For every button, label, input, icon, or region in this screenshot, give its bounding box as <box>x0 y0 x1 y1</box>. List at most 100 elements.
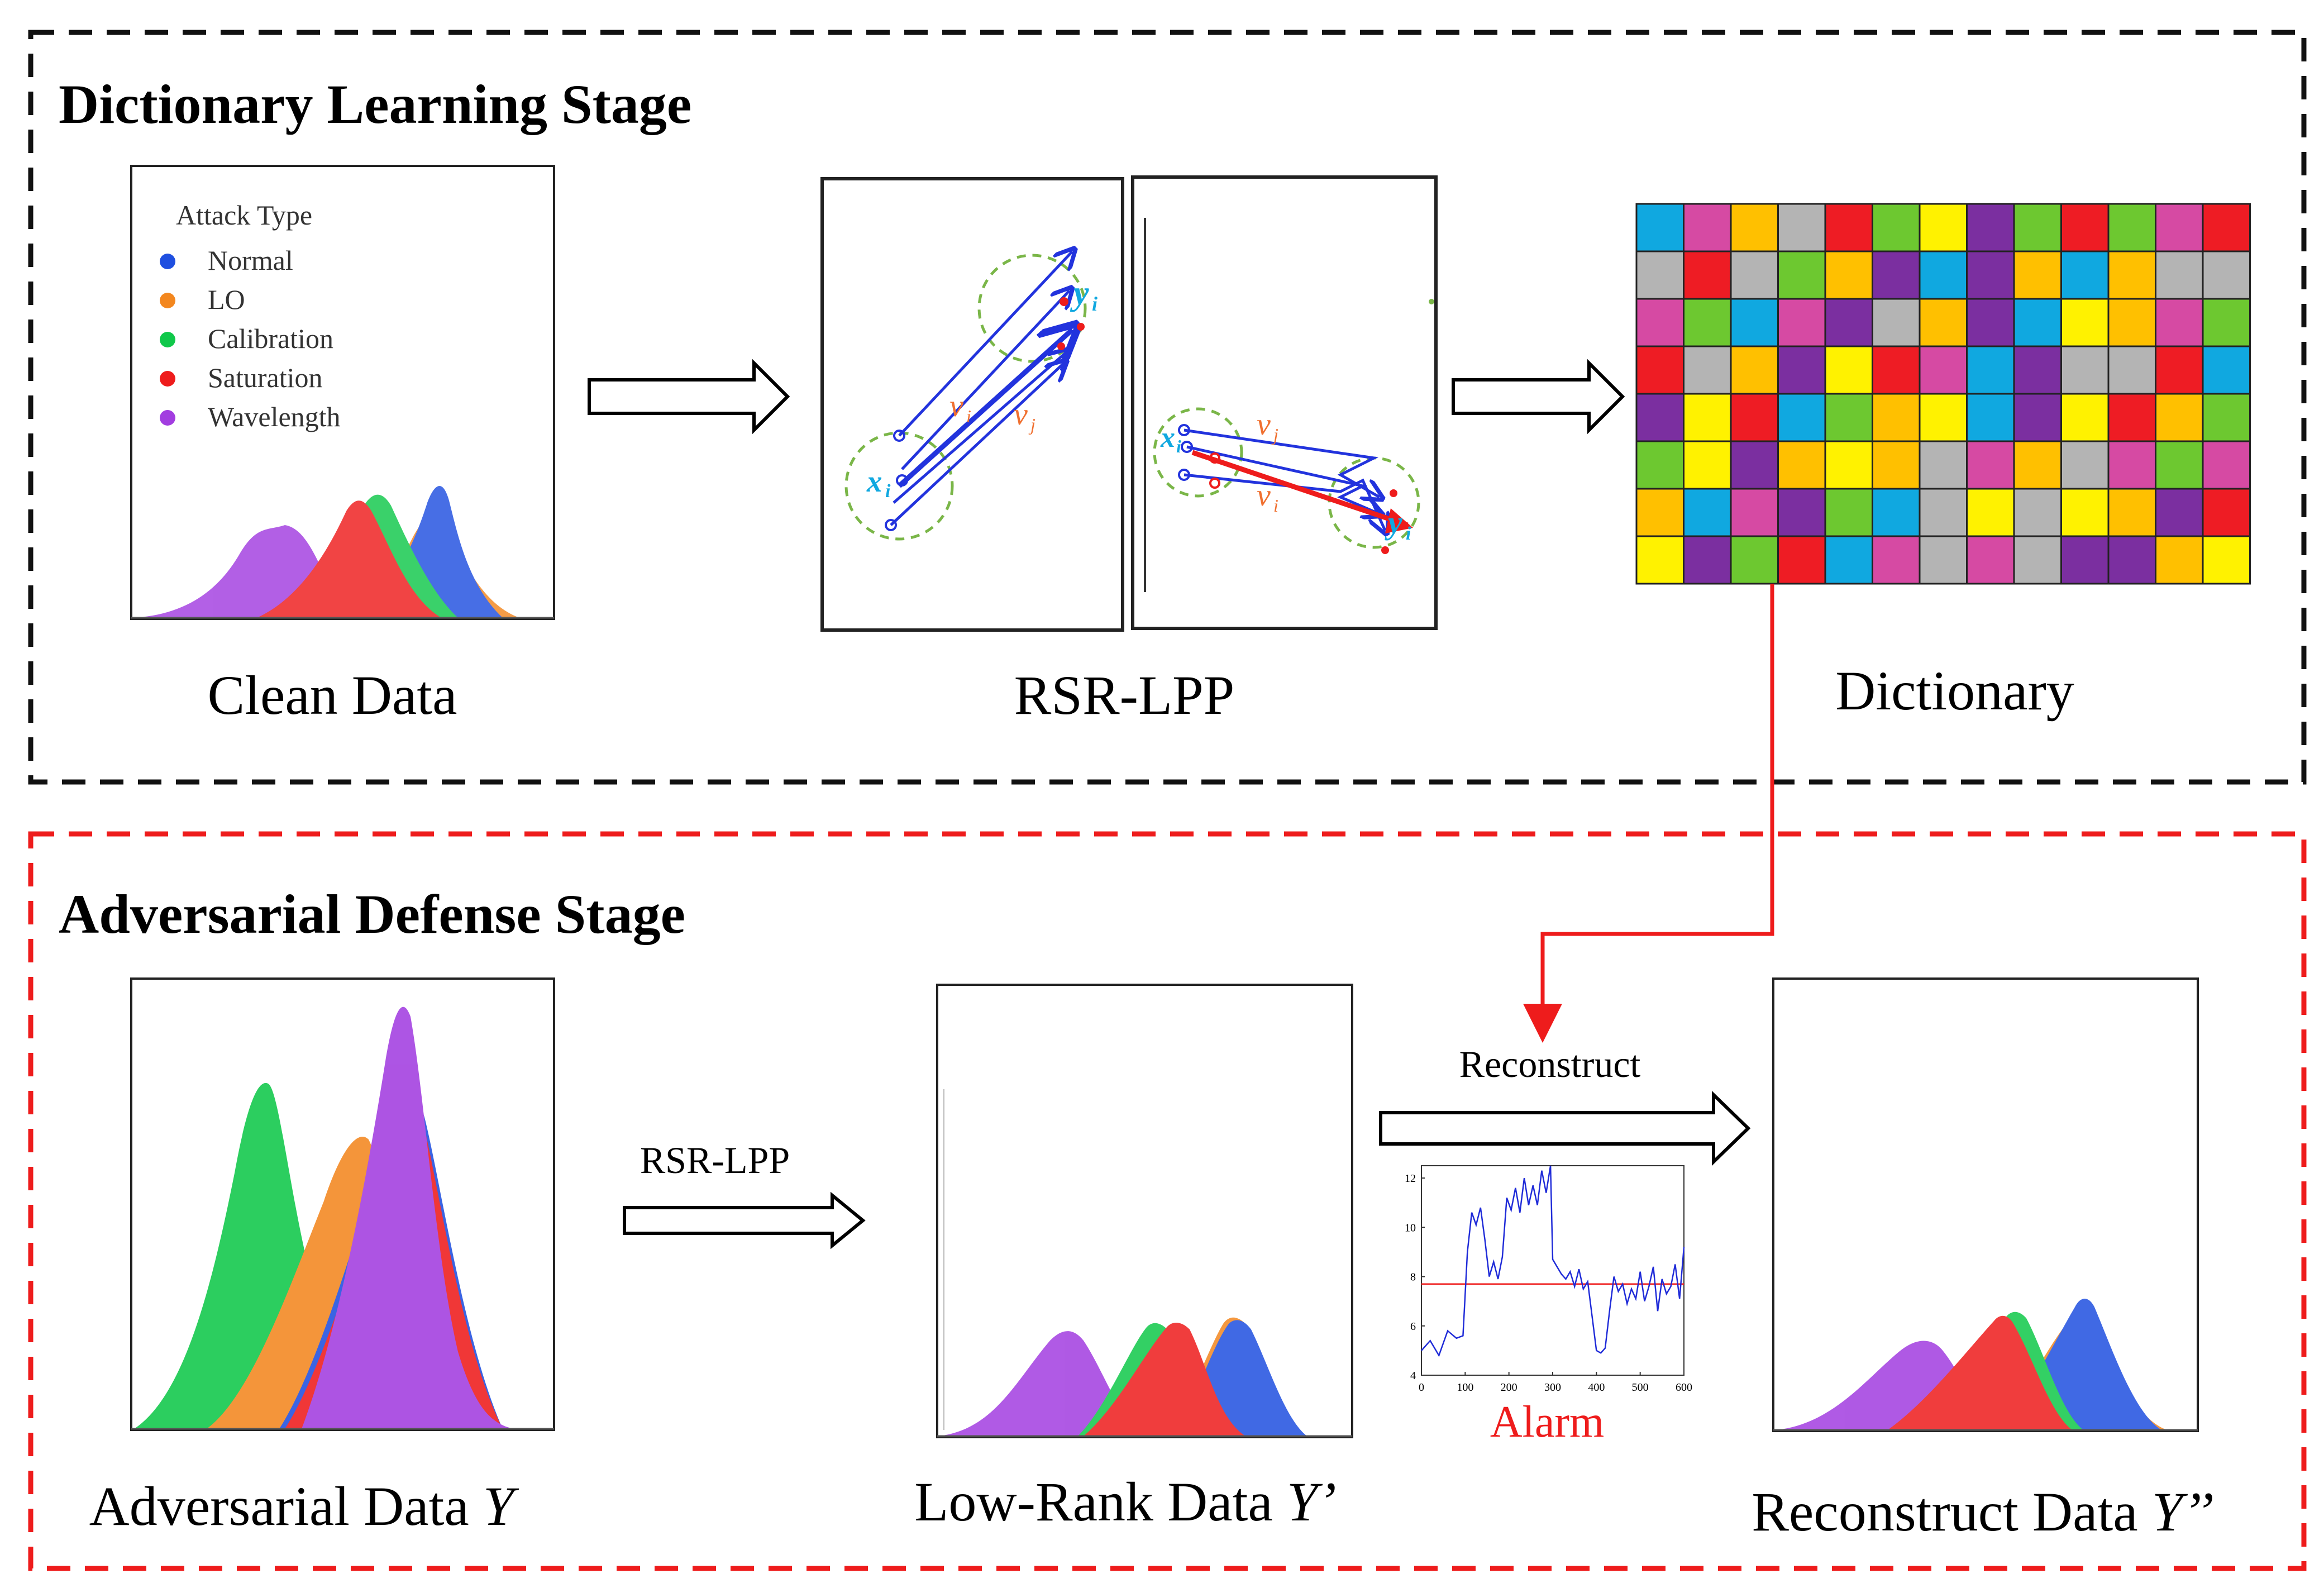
dictionary-cell <box>2107 440 2156 490</box>
legend-marker-calibration <box>160 332 175 347</box>
dictionary-cell <box>1730 393 1779 442</box>
dictionary-cell <box>1683 345 1732 395</box>
arrow-clean-to-rsr <box>588 359 790 435</box>
dictionary-learning-stage-frame <box>28 30 2307 785</box>
dictionary-cell <box>2155 488 2204 537</box>
alarm-x-tick: 100 <box>1457 1381 1473 1394</box>
dictionary-cell <box>1824 440 1873 490</box>
dictionary-cell <box>1824 488 1873 537</box>
alarm-y-tick: 6 <box>1410 1320 1416 1333</box>
alarm-y-tick: 4 <box>1410 1370 1416 1382</box>
legend-title: Attack Type <box>176 199 312 231</box>
dictionary-cell <box>2060 203 2110 252</box>
dictionary-cell <box>2107 488 2156 537</box>
svg-text:x: x <box>866 464 882 498</box>
dictionary-cell <box>1919 393 1968 442</box>
dictionary-cell <box>1730 250 1779 300</box>
dictionary-cell <box>1966 535 2015 585</box>
dictionary-cell <box>1872 250 1921 300</box>
dictionary-cell <box>1777 250 1826 300</box>
dictionary-cell <box>2202 203 2251 252</box>
dictionary-cell <box>2202 488 2251 537</box>
dictionary-cell <box>1966 488 2015 537</box>
dictionary-cell <box>1683 298 1732 347</box>
dictionary-cell <box>1919 250 1968 300</box>
dictionary-cell <box>1730 488 1779 537</box>
dictionary-cell <box>2155 203 2204 252</box>
dictionary-cell <box>1730 298 1779 347</box>
adversarial-defense-stage-title: Adversarial Defense Stage <box>59 883 685 945</box>
alarm-x-tick: 200 <box>1501 1381 1517 1394</box>
alarm-x-tick: 500 <box>1632 1381 1649 1394</box>
legend-marker-normal <box>160 254 175 269</box>
legend-label-normal: Normal <box>208 245 293 276</box>
svg-text:v: v <box>1014 397 1028 432</box>
dictionary-cell <box>1635 488 1684 537</box>
dictionary-cell <box>2202 393 2251 442</box>
dictionary-cell <box>2013 345 2062 395</box>
projection-arrows <box>890 251 1072 526</box>
dictionary-cell <box>1872 345 1921 395</box>
dictionary-cell <box>1777 345 1826 395</box>
dictionary-cell <box>1966 298 2015 347</box>
dictionary-cell <box>2060 488 2110 537</box>
dictionary-cell <box>1777 393 1826 442</box>
svg-text:i: i <box>1176 436 1181 456</box>
clean-data-panel: Attack Type Normal LO Calibration Saturatio… <box>130 165 555 620</box>
dictionary-cell <box>1824 298 1873 347</box>
alarm-y-tick: 8 <box>1410 1271 1416 1284</box>
dictionary-cell <box>2202 250 2251 300</box>
dictionary-cell <box>1635 393 1684 442</box>
legend-label-wavelength: Wavelength <box>208 401 341 432</box>
dictionary-cell <box>2107 250 2156 300</box>
dictionary-cell <box>2155 250 2204 300</box>
dictionary-cell <box>1966 250 2015 300</box>
dictionary-cell <box>1824 393 1873 442</box>
alarm-x-tick: 600 <box>1676 1381 1692 1394</box>
dictionary-cell <box>2107 203 2156 252</box>
dictionary-cell <box>1919 488 1968 537</box>
dictionary-cell <box>1872 393 1921 442</box>
svg-text:x: x <box>1160 422 1175 454</box>
dictionary-cell <box>2202 345 2251 395</box>
dictionary-cell <box>1966 203 2015 252</box>
dictionary-cell <box>2013 298 2062 347</box>
alarm-x-tick: 300 <box>1544 1381 1561 1394</box>
neighborhood-circle-y <box>977 254 1087 363</box>
dictionary-cell <box>1777 488 1826 537</box>
svg-text:i: i <box>966 406 971 426</box>
low-rank-data-panel <box>936 984 1353 1438</box>
legend-label-saturation: Saturation <box>208 362 323 393</box>
clean-data-label: Clean Data <box>207 664 457 726</box>
dictionary-cell <box>1635 345 1684 395</box>
dictionary-cell <box>1872 440 1921 490</box>
arrow-rsr-lpp-label: RSR-LPP <box>640 1139 790 1181</box>
dictionary-cell <box>2060 393 2110 442</box>
dictionary-cell <box>2013 488 2062 537</box>
dictionary-cell <box>2202 440 2251 490</box>
dictionary-cell <box>2155 440 2204 490</box>
dictionary-cell <box>1824 250 1873 300</box>
dictionary-cell <box>1777 203 1826 252</box>
dictionary-cell <box>1966 345 2015 395</box>
dictionary-cell <box>1730 345 1779 395</box>
dictionary-cell <box>2013 440 2062 490</box>
legend-marker-wavelength <box>160 410 175 426</box>
dictionary-cell <box>2202 535 2251 585</box>
svg-text:i: i <box>1092 293 1097 315</box>
svg-text:i: i <box>1273 495 1278 516</box>
alarm-y-tick: 10 <box>1405 1222 1416 1234</box>
dictionary-cell <box>2155 298 2204 347</box>
arrow-rsr-to-dictionary <box>1452 359 1625 435</box>
dictionary-cell <box>2013 250 2062 300</box>
svg-text:j: j <box>1028 414 1035 435</box>
dictionary-cell <box>1683 393 1732 442</box>
dictionary-cell <box>1872 203 1921 252</box>
alarm-x-tick: 0 <box>1419 1381 1424 1394</box>
dictionary-cell <box>2107 298 2156 347</box>
dictionary-cell <box>2155 393 2204 442</box>
dictionary-cell <box>1683 203 1732 252</box>
dictionary-cell <box>1919 535 1968 585</box>
legend-label-lo: LO <box>208 284 245 315</box>
dictionary-cell <box>2202 298 2251 347</box>
